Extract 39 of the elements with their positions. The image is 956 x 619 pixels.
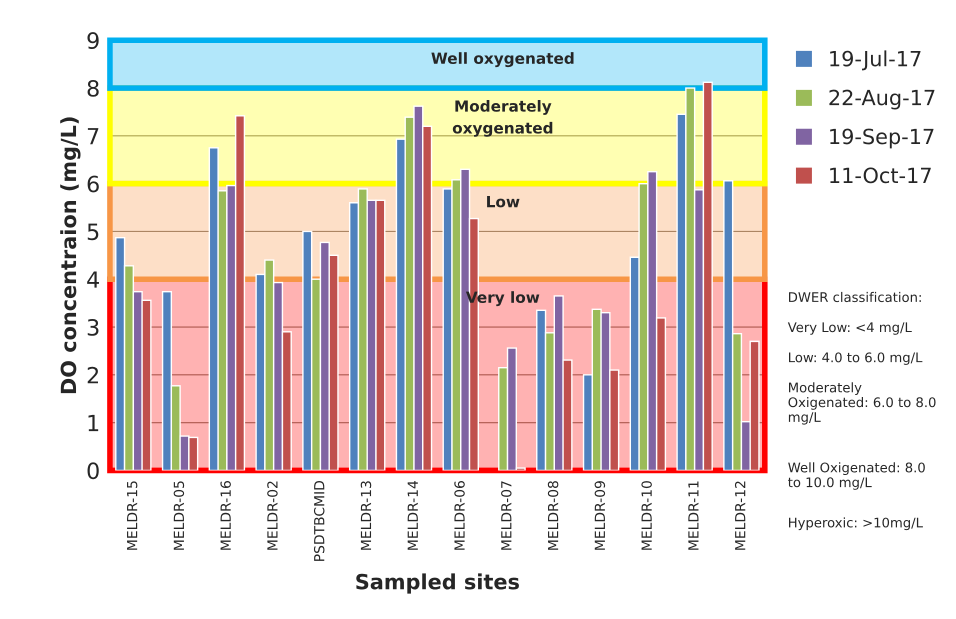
band-label: Low — [487, 196, 520, 208]
text: Low: 4.0 to 6.0 mg/L — [789, 352, 922, 365]
x-tick-label: MELDR-13 — [360, 481, 372, 550]
x-tick-label: MELDR-06 — [454, 481, 465, 550]
legend-label: 22-Aug-17 — [829, 90, 934, 110]
legend-label: 19-Sep-17 — [830, 128, 934, 148]
text: Well Oxigenated: 8.0 to 10.0 mg/L — [788, 462, 925, 490]
y-tick-label: 7 — [88, 128, 98, 144]
x-tick-label: MELDR-12 — [734, 482, 746, 550]
x-tick-label: MELDR-15 — [127, 481, 138, 550]
y-tick-label: 4 — [87, 271, 99, 288]
y-tick-label: 9 — [87, 32, 99, 49]
text: Hyperoxic: >10mg/L — [789, 517, 923, 530]
x-tick-label: MELDR-02 — [267, 482, 278, 550]
y-tick-label: 0 — [88, 462, 99, 480]
legend-label: 11-Oct-17 — [830, 167, 931, 184]
x-tick-label: MELDR-10 — [641, 481, 652, 550]
y-tick-label: 1 — [88, 414, 98, 432]
y-tick-label: 5 — [88, 224, 98, 240]
y-tick-label: 6 — [88, 176, 99, 192]
y-tick-label: 2 — [88, 366, 98, 384]
x-tick-label: MELDR-09 — [594, 481, 606, 550]
legend-label: 19-Jul-17 — [830, 50, 920, 70]
band-label: Moderately oxygenated — [452, 100, 552, 137]
text: Moderately Oxigenated: 6.0 to 8.0 mg/L — [788, 382, 936, 425]
x-tick-label: MELDR-07 — [501, 481, 512, 550]
x-tick-label: MELDR-14 — [408, 480, 418, 550]
y-axis-title: DO concentraion (mg/L) — [60, 117, 81, 394]
text: Very Low: <4 mg/L — [788, 322, 912, 335]
x-tick-label: MELDR-16 — [220, 481, 231, 550]
x-tick-label: MELDR-11 — [688, 481, 698, 550]
y-tick-label: 8 — [88, 80, 99, 97]
band-label: Well oxygenated — [431, 52, 574, 68]
text: DWER classification: — [789, 292, 921, 302]
x-tick-label: MELDR-05 — [174, 481, 184, 550]
y-tick-label: 3 — [88, 318, 98, 336]
x-tick-label: PSDTBCMID — [314, 480, 324, 561]
x-axis-title: Sampled sites — [356, 573, 519, 594]
x-tick-label: MELDR-08 — [548, 481, 558, 550]
